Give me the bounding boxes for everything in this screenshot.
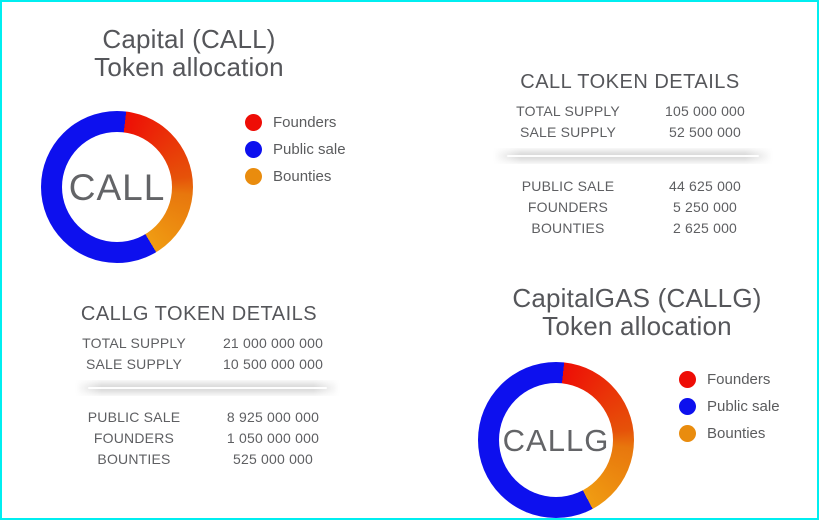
table-cell-label: SALE SUPPLY	[85, 356, 183, 372]
callg-details-heading: CALLG TOKEN DETAILS	[80, 303, 318, 325]
legend-label-founders: Founders	[707, 371, 771, 388]
table-cell-value: 52 500 000	[668, 124, 742, 140]
legend-item-founders: Founders	[245, 114, 346, 131]
callg-allocation-labels: PUBLIC SALE FOUNDERS BOUNTIES	[34, 407, 234, 470]
table-cell-value: 8 925 000 000	[226, 409, 320, 425]
legend-label-founders: Founders	[273, 114, 337, 131]
call-supply-values: 105 000 000 52 500 000	[630, 101, 780, 143]
call-chart-title: Capital (CALL) Token allocation	[69, 25, 309, 81]
table-cell-label: BOUNTIES	[97, 451, 171, 467]
table-cell-value: 525 000 000	[232, 451, 314, 467]
call-details-heading: CALL TOKEN DETAILS	[520, 71, 740, 93]
callg-donut-chart: CALLG	[478, 362, 634, 518]
table-cell-value: 21 000 000 000	[222, 335, 324, 351]
call-donut-center-label: CALL	[68, 166, 166, 208]
callg-details-divider	[75, 380, 340, 396]
callg-donut-hole: CALLG	[499, 383, 613, 497]
callg-donut-center-label: CALLG	[502, 422, 610, 458]
table-cell-label: BOUNTIES	[531, 220, 605, 236]
legend-label-public-sale: Public sale	[707, 398, 780, 415]
call-donut-hole: CALL	[62, 132, 172, 242]
call-allocation-values: 44 625 000 5 250 000 2 625 000	[630, 176, 780, 239]
callg-chart-title-line1: CapitalGAS (CALLG)	[512, 283, 762, 313]
legend-item-public-sale: Public sale	[245, 141, 346, 158]
legend-item-bounties: Bounties	[245, 168, 346, 185]
callg-supply-labels: TOTAL SUPPLY SALE SUPPLY	[34, 333, 234, 375]
public-sale-dot-icon	[245, 141, 262, 158]
call-donut-chart: CALL	[41, 111, 193, 263]
divider-line	[88, 387, 327, 389]
callg-supply-values: 21 000 000 000 10 500 000 000	[198, 333, 348, 375]
founders-dot-icon	[245, 114, 262, 131]
bounties-dot-icon	[245, 168, 262, 185]
legend-item-bounties: Bounties	[679, 425, 780, 442]
call-details-divider	[493, 148, 773, 164]
table-cell-value: 5 250 000	[672, 199, 738, 215]
table-cell-label: FOUNDERS	[93, 430, 175, 446]
table-cell-label: TOTAL SUPPLY	[516, 103, 620, 119]
table-cell-value: 1 050 000 000	[226, 430, 320, 446]
legend-item-public-sale: Public sale	[679, 398, 780, 415]
table-cell-label: SALE SUPPLY	[519, 124, 617, 140]
callg-chart-legend: Founders Public sale Bounties	[679, 371, 780, 442]
legend-label-bounties: Bounties	[273, 168, 332, 185]
table-cell-value: 44 625 000	[668, 178, 742, 194]
legend-label-bounties: Bounties	[707, 425, 766, 442]
founders-dot-icon	[679, 371, 696, 388]
call-chart-title-line2: Token allocation	[94, 52, 284, 82]
table-cell-value: 2 625 000	[672, 220, 738, 236]
public-sale-dot-icon	[679, 398, 696, 415]
bounties-dot-icon	[679, 425, 696, 442]
table-cell-value: 10 500 000 000	[222, 356, 324, 372]
table-cell-value: 105 000 000	[664, 103, 746, 119]
callg-chart-title: CapitalGAS (CALLG) Token allocation	[487, 284, 787, 340]
table-cell-label: FOUNDERS	[527, 199, 609, 215]
call-supply-labels: TOTAL SUPPLY SALE SUPPLY	[468, 101, 668, 143]
callg-allocation-values: 8 925 000 000 1 050 000 000 525 000 000	[198, 407, 348, 470]
divider-line	[507, 155, 759, 157]
legend-item-founders: Founders	[679, 371, 780, 388]
table-cell-label: PUBLIC SALE	[521, 178, 615, 194]
legend-label-public-sale: Public sale	[273, 141, 346, 158]
call-chart-title-line1: Capital (CALL)	[102, 24, 276, 54]
callg-chart-title-line2: Token allocation	[542, 311, 732, 341]
table-cell-label: TOTAL SUPPLY	[82, 335, 186, 351]
call-allocation-labels: PUBLIC SALE FOUNDERS BOUNTIES	[468, 176, 668, 239]
call-chart-legend: Founders Public sale Bounties	[245, 114, 346, 185]
table-cell-label: PUBLIC SALE	[87, 409, 181, 425]
